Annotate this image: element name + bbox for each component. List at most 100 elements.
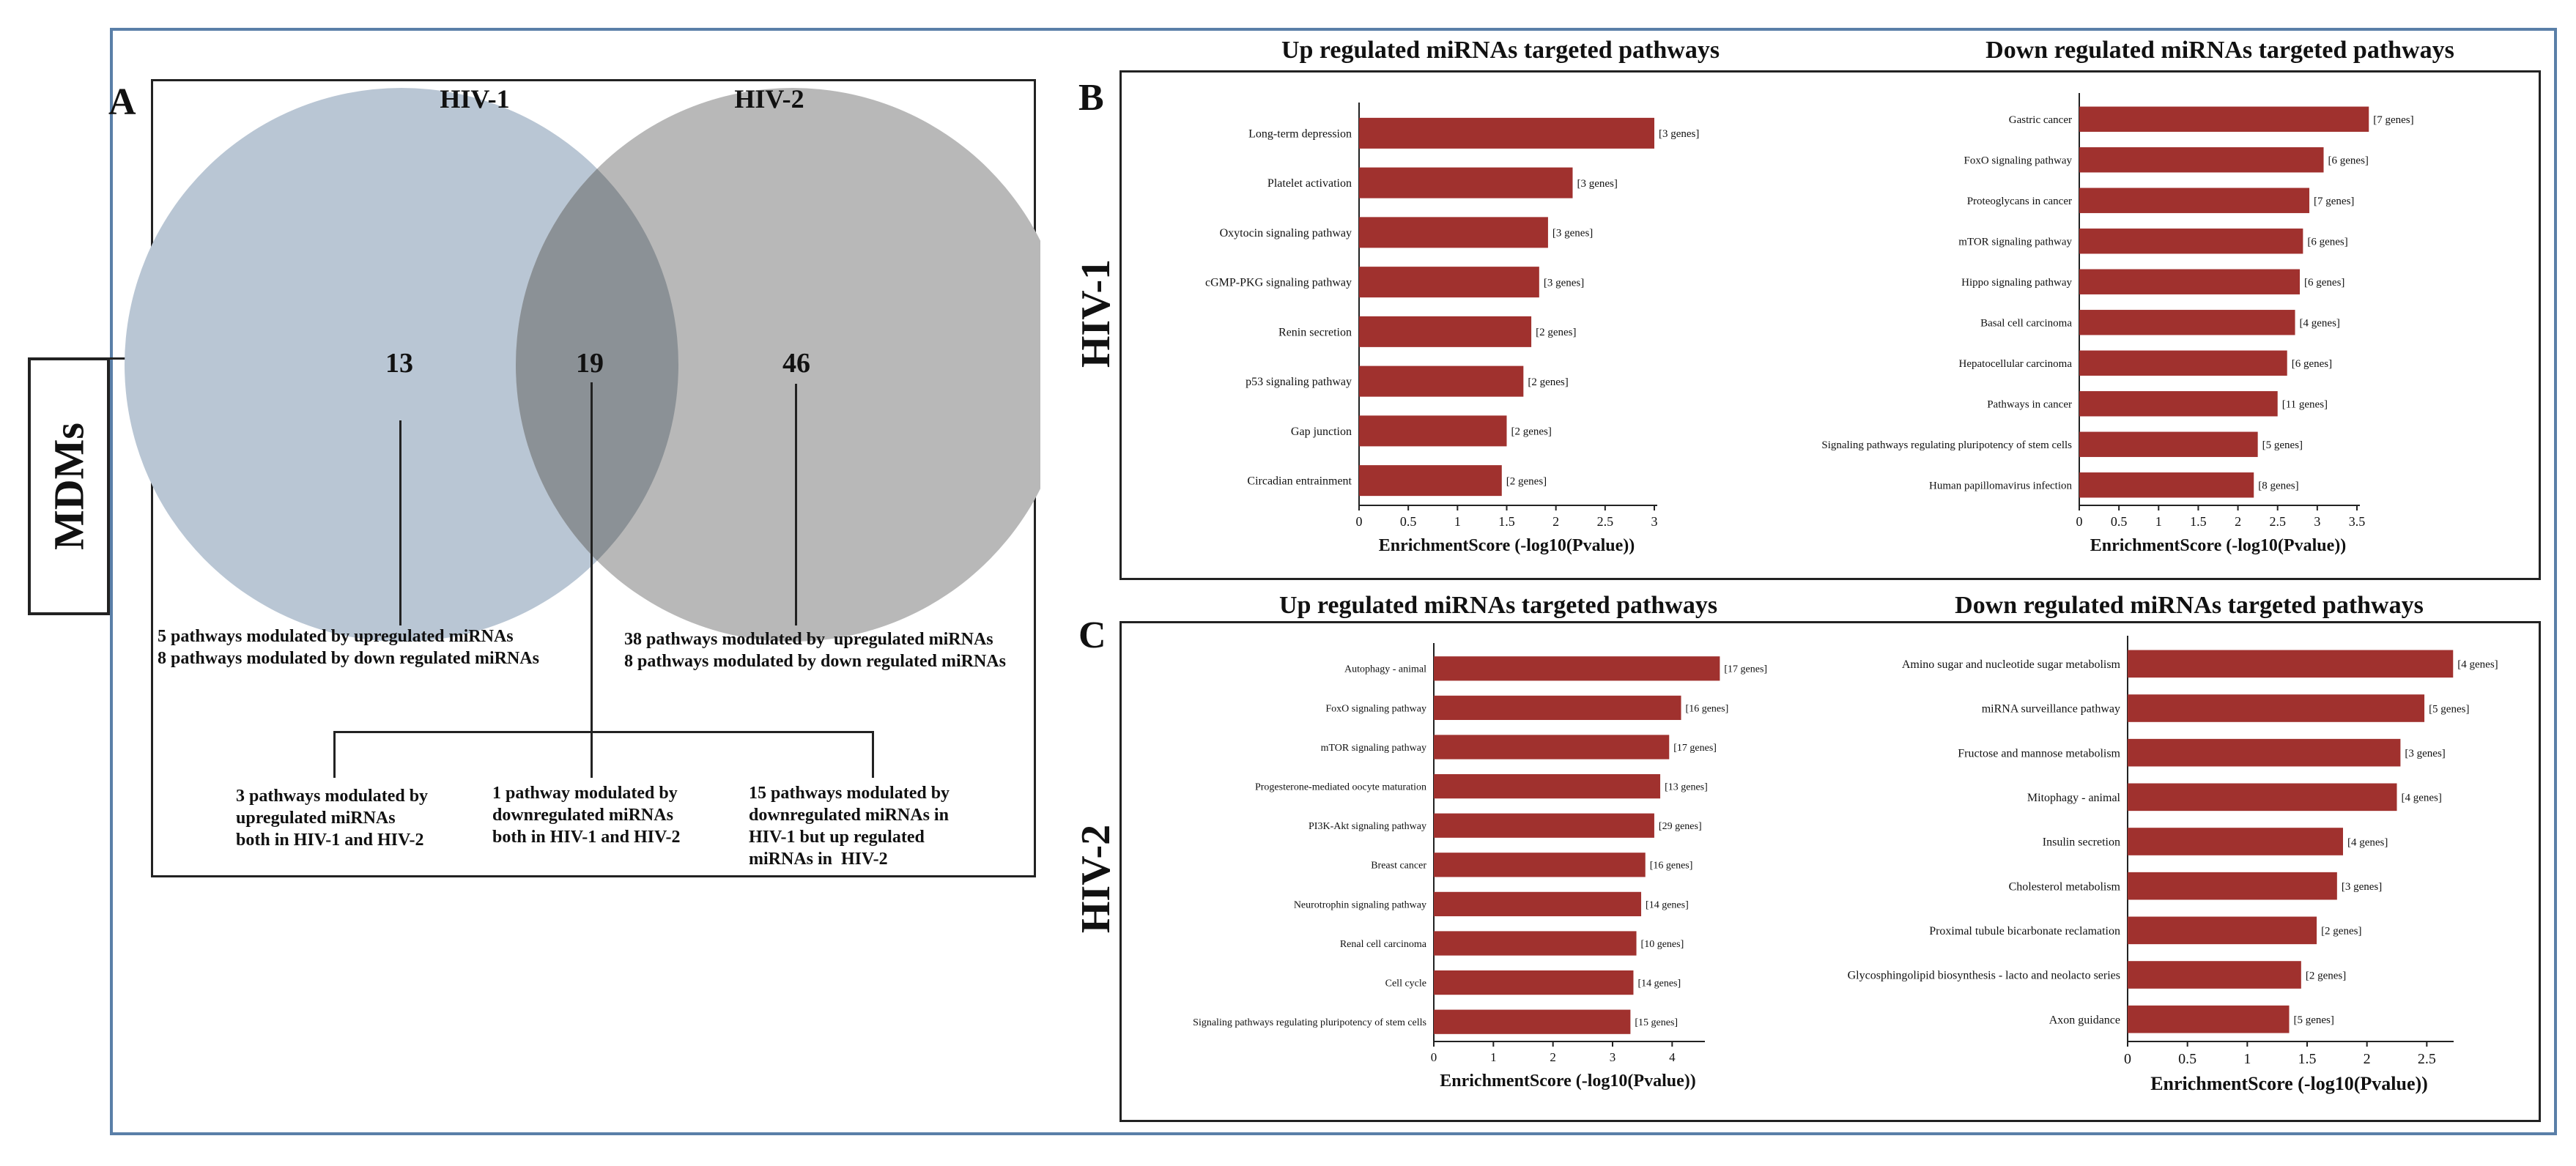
category-label: p53 signaling pathway	[1246, 376, 1352, 388]
bar-annotation: [16 genes]	[1686, 703, 1729, 714]
category-label: Proximal tubule bicarbonate reclamation	[1929, 925, 2120, 937]
bar	[1434, 931, 1637, 956]
bar-annotation: [3 genes]	[1552, 228, 1593, 239]
panel-b-box	[1119, 70, 2541, 580]
bar	[1359, 217, 1548, 248]
x-tick-label: 3	[1651, 514, 1658, 529]
bar	[2128, 872, 2337, 900]
bar-annotation: [3 genes]	[1544, 277, 1584, 289]
bar	[2079, 147, 2324, 173]
x-tick-label: 1.5	[2190, 514, 2207, 529]
bar-annotation: [6 genes]	[2307, 237, 2347, 248]
mdms-label-box	[28, 357, 110, 615]
venn-title-hiv1: HIV-1	[440, 84, 510, 114]
category-label: Hepatocellular carcinoma	[1959, 358, 2073, 370]
bar-annotation: [3 genes]	[2342, 881, 2382, 893]
category-label: mTOR signaling pathway	[1958, 237, 2072, 248]
bar-annotation: [4 genes]	[2402, 792, 2442, 804]
category-label: Axon guidance	[2049, 1014, 2120, 1026]
bar-annotation: [17 genes]	[1673, 743, 1717, 754]
panel-letter-b: B	[1078, 77, 1104, 119]
x-axis-label: EnrichmentScore (-log10(Pvalue))	[2150, 1073, 2428, 1094]
venn-count-hiv1-only: 13	[385, 348, 413, 379]
chart-title-b-down: Down regulated miRNAs targeted pathways	[1985, 37, 2454, 64]
x-axis-label: EnrichmentScore (-log10(Pvalue))	[2090, 536, 2347, 555]
venn-branch-note-1: 3 pathways modulated by upregulated miRN…	[236, 787, 429, 850]
x-tick-label: 0.5	[1400, 514, 1417, 529]
venn-note-hiv1: 5 pathways modulated by upregulated miRN…	[158, 627, 539, 668]
x-tick-label: 2	[2235, 514, 2241, 529]
category-label: Hippo signaling pathway	[1961, 277, 2072, 289]
bar	[2079, 187, 2310, 213]
bar	[1434, 853, 1646, 877]
category-label: FoxO signaling pathway	[1964, 155, 2073, 167]
venn-circle-hiv1	[125, 88, 678, 642]
venn-branch-right	[872, 731, 874, 778]
bar	[1434, 970, 1634, 995]
bar-annotation: [17 genes]	[1724, 664, 1767, 675]
bar-annotation: [3 genes]	[1577, 178, 1618, 190]
x-tick-label: 2	[1552, 514, 1559, 529]
bar	[1359, 415, 1507, 447]
x-tick-label: 1.5	[1498, 514, 1515, 529]
category-label: Basal cell carcinoma	[1980, 318, 2072, 330]
bar-annotation: [6 genes]	[2304, 277, 2344, 289]
category-label: Autophagy - animal	[1344, 664, 1426, 675]
bar-annotation: [5 genes]	[2262, 439, 2303, 451]
x-tick-label: 3	[1610, 1050, 1616, 1064]
category-label: Renal cell carcinoma	[1340, 939, 1427, 950]
category-label: PI3K-Akt signaling pathway	[1309, 821, 1426, 832]
bar	[1434, 735, 1670, 760]
venn-title-hiv2: HIV-2	[734, 84, 804, 114]
bar-annotation: [13 genes]	[1665, 782, 1708, 793]
x-tick-label: 1	[1490, 1050, 1497, 1064]
category-label: Cholesterol metabolism	[2009, 880, 2121, 893]
category-label: mTOR signaling pathway	[1321, 743, 1426, 754]
bar	[1434, 891, 1642, 917]
bar-annotation: [2 genes]	[1506, 475, 1547, 487]
category-label: Breast cancer	[1371, 861, 1426, 872]
bar	[1359, 117, 1654, 149]
category-label: Insulin secretion	[2043, 836, 2120, 849]
bar-annotation: [29 genes]	[1659, 821, 1702, 832]
category-label: Gastric cancer	[2009, 114, 2072, 126]
bar	[2128, 961, 2301, 989]
category-label: Proteoglycans in cancer	[1967, 196, 2072, 207]
category-label: Human papillomavirus infection	[1929, 480, 2072, 492]
bar-annotation: [15 genes]	[1635, 1017, 1678, 1028]
category-label: Progesterone-mediated oocyte maturation	[1255, 782, 1426, 793]
category-label: Mitophagy - animal	[2027, 792, 2121, 804]
bar-annotation: [2 genes]	[1536, 327, 1576, 338]
x-tick-label: 0.5	[2178, 1051, 2196, 1067]
panel-c-box	[1119, 621, 2541, 1122]
category-label: Signaling pathways regulating pluripoten…	[1193, 1017, 1426, 1028]
category-label: Amino sugar and nucleotide sugar metabol…	[1902, 658, 2121, 671]
bar	[2128, 916, 2317, 945]
category-label: Fructose and mannose metabolism	[1958, 747, 2120, 760]
bar-annotation: [7 genes]	[2314, 196, 2354, 207]
bar	[1434, 695, 1681, 721]
bar	[2079, 472, 2254, 498]
bar-annotation: [4 genes]	[2300, 318, 2340, 330]
x-tick-label: 2.5	[1597, 514, 1614, 529]
category-label: miRNA surveillance pathway	[1982, 703, 2120, 716]
bar	[2128, 783, 2397, 812]
bar-annotation: [14 genes]	[1637, 979, 1681, 989]
category-label: Platelet activation	[1267, 177, 1352, 190]
chart-title-c-up: Up regulated miRNAs targeted pathways	[1278, 592, 1718, 619]
bar	[2128, 694, 2425, 722]
x-tick-label: 0	[2124, 1051, 2131, 1067]
bar-annotation: [10 genes]	[1641, 939, 1684, 950]
category-label: Long-term depression	[1248, 127, 1352, 140]
bar-annotation: [14 genes]	[1646, 899, 1689, 910]
chart-title-c-down: Down regulated miRNAs targeted pathways	[1955, 592, 2424, 619]
bar-annotation: [3 genes]	[1659, 128, 1699, 140]
bar	[1359, 465, 1502, 497]
category-label: Neurotrophin signaling pathway	[1294, 899, 1426, 910]
category-label: Pathways in cancer	[1987, 399, 2072, 411]
venn-circle-hiv2	[516, 88, 1040, 642]
venn-branch-note-3: 15 pathways modulated by downregulated m…	[749, 784, 950, 869]
x-tick-label: 3.5	[2349, 514, 2366, 529]
x-tick-label: 0	[2076, 514, 2083, 529]
